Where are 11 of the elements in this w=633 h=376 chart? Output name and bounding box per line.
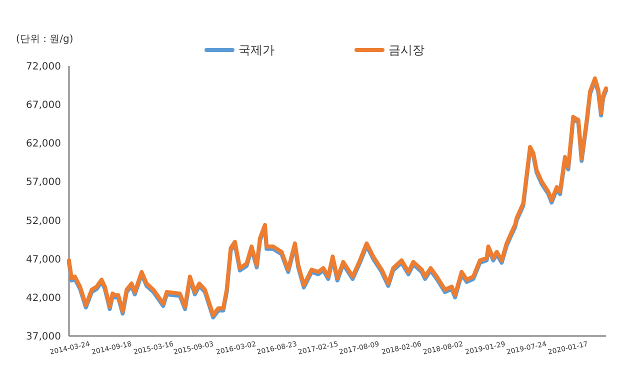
y-tick-label: 62,000 bbox=[26, 138, 61, 150]
y-tick-label: 52,000 bbox=[26, 216, 61, 227]
y-tick-label: 47,000 bbox=[26, 254, 61, 266]
y-tick-label: 42,000 bbox=[26, 292, 61, 304]
y-tick-label: 57,000 bbox=[26, 177, 61, 188]
legend-label: 금시장 bbox=[388, 43, 424, 58]
y-tick-label: 67,000 bbox=[26, 100, 61, 112]
y-axis-title: (단위 : 원/g) bbox=[16, 34, 74, 45]
legend-label: 국제가 bbox=[238, 43, 274, 58]
y-tick-label: 72,000 bbox=[26, 62, 61, 72]
y-tick-label: 37,000 bbox=[26, 332, 61, 342]
